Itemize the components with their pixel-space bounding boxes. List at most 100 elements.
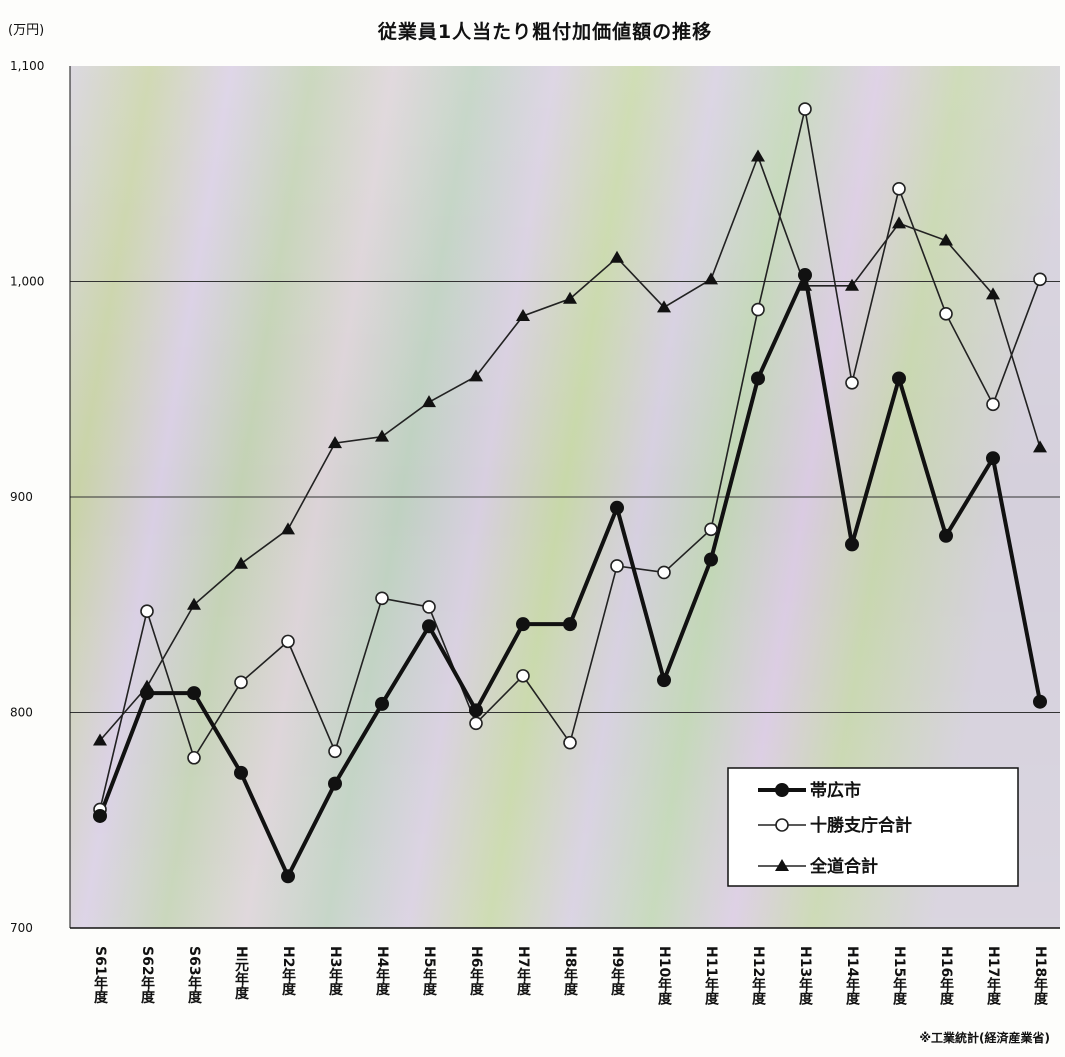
x-tick-label: H4年度	[374, 946, 390, 997]
series-lines	[93, 102, 1047, 884]
data-point-obihiro	[375, 696, 389, 711]
x-tick-label: S61年度	[92, 946, 108, 1005]
y-axis-ticks: 700 800 900 1,000 1,100	[10, 59, 44, 935]
data-point-obihiro	[704, 552, 718, 567]
data-point-tokachi	[281, 634, 295, 649]
legend-marker-zendo	[775, 859, 789, 871]
x-tick-label: H13年度	[797, 946, 813, 1007]
x-tick-label: H8年度	[562, 946, 578, 997]
data-point-zendo	[657, 300, 671, 313]
data-point-zendo	[563, 291, 577, 304]
data-point-zendo	[469, 369, 483, 382]
data-point-zendo	[187, 597, 201, 610]
data-point-zendo	[1033, 440, 1047, 453]
x-tick-label: H16年度	[938, 946, 954, 1007]
x-tick-label: H9年度	[609, 946, 625, 997]
data-point-obihiro	[516, 617, 530, 632]
data-point-zendo	[704, 272, 718, 285]
data-point-tokachi	[704, 522, 718, 537]
y-tick-label: 1,100	[10, 59, 44, 73]
data-point-tokachi	[234, 675, 248, 690]
data-point-zendo	[281, 522, 295, 535]
data-point-obihiro	[234, 765, 248, 780]
data-point-obihiro	[798, 268, 812, 283]
data-point-tokachi	[939, 307, 953, 321]
x-tick-label: H7年度	[515, 946, 531, 997]
data-point-tokachi	[140, 604, 154, 619]
data-point-tokachi	[798, 102, 812, 116]
source-note: ※工業統計(経済産業省)	[919, 1030, 1050, 1045]
data-point-obihiro	[986, 451, 1000, 466]
x-tick-label: H元年度	[233, 946, 249, 1001]
legend-marker-obihiro	[775, 783, 789, 797]
x-tick-label: S62年度	[139, 946, 155, 1005]
data-point-zendo	[798, 278, 812, 291]
data-point-zendo	[93, 733, 107, 746]
data-point-obihiro	[281, 869, 295, 884]
data-point-tokachi	[422, 600, 436, 614]
y-tick-label: 900	[10, 490, 33, 504]
legend-label-tokachi: 十勝支庁合計	[810, 815, 912, 836]
y-tick-label: 1,000	[10, 275, 44, 289]
data-point-zendo	[939, 233, 953, 246]
data-point-tokachi	[610, 559, 624, 573]
data-point-obihiro	[469, 703, 483, 718]
x-tick-label: H15年度	[891, 946, 907, 1007]
data-point-obihiro	[751, 371, 765, 386]
data-point-obihiro	[187, 686, 201, 701]
data-point-zendo	[375, 429, 389, 442]
y-tick-label: 800	[10, 706, 33, 720]
data-point-obihiro	[422, 619, 436, 634]
data-point-zendo	[892, 216, 906, 229]
data-point-obihiro	[845, 537, 859, 552]
data-point-zendo	[234, 556, 248, 569]
data-point-obihiro	[939, 528, 953, 543]
data-point-obihiro	[328, 776, 342, 791]
data-point-tokachi	[986, 397, 1000, 412]
data-point-zendo	[751, 149, 765, 162]
x-tick-label: H10年度	[656, 946, 672, 1007]
gridlines	[69, 66, 1060, 929]
x-tick-label: H11年度	[703, 946, 719, 1007]
data-point-obihiro	[892, 371, 906, 386]
data-point-zendo	[328, 436, 342, 449]
x-tick-label: H14年度	[844, 946, 860, 1007]
y-tick-label: 700	[10, 921, 33, 935]
x-tick-label: H3年度	[327, 946, 343, 997]
legend-label-zendo: 全道合計	[809, 856, 878, 877]
data-point-tokachi	[563, 735, 577, 750]
legend: 帯広市 十勝支庁合計 全道合計	[727, 767, 1019, 887]
x-tick-label: H2年度	[280, 946, 296, 997]
data-point-tokachi	[892, 182, 906, 196]
data-point-tokachi	[187, 750, 201, 765]
x-tick-label: S63年度	[186, 946, 202, 1005]
data-point-tokachi	[375, 591, 389, 606]
data-point-obihiro	[140, 686, 154, 701]
data-point-tokachi	[469, 716, 483, 731]
data-point-obihiro	[93, 808, 107, 823]
x-tick-label: H12年度	[750, 946, 766, 1007]
data-point-zendo	[422, 395, 436, 408]
x-tick-label: H17年度	[985, 946, 1001, 1007]
legend-label-obihiro: 帯広市	[810, 780, 861, 801]
data-point-obihiro	[657, 673, 671, 688]
chart-title: 従業員1人当たり粗付加価値額の推移	[377, 20, 712, 43]
data-point-tokachi	[845, 375, 859, 390]
data-point-obihiro	[563, 617, 577, 632]
data-point-zendo	[845, 278, 859, 291]
x-tick-label: H5年度	[421, 946, 437, 997]
data-point-zendo	[986, 287, 1000, 300]
legend-marker-tokachi	[775, 818, 789, 832]
x-tick-label: H18年度	[1032, 946, 1048, 1007]
data-point-obihiro	[1033, 694, 1047, 709]
x-tick-label: H6年度	[468, 946, 484, 997]
data-point-zendo	[516, 308, 530, 321]
data-point-obihiro	[610, 500, 624, 515]
x-axis-ticks: S61年度 S62年度 S63年度 H元年度 H2年度 H3年度 H4年度 H5年度 H6年度 H…	[92, 946, 1048, 1007]
y-axis-unit-label: (万円)	[8, 23, 44, 38]
data-point-tokachi	[516, 669, 530, 683]
data-point-tokachi	[1033, 272, 1047, 287]
data-point-tokachi	[657, 565, 671, 580]
data-point-tokachi	[751, 302, 765, 317]
